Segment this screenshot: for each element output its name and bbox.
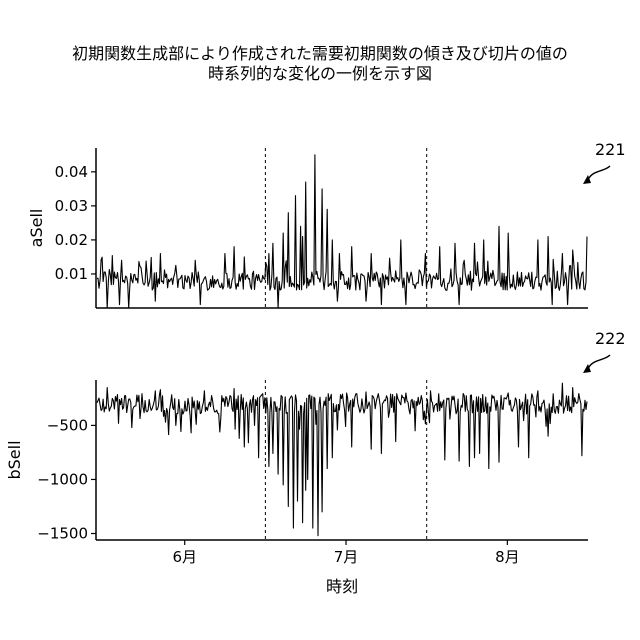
panel-asell: 0.01 0.02 0.03 0.04 aSell 221 bbox=[27, 140, 626, 308]
asell-y-axis-title: aSell bbox=[27, 209, 46, 248]
bsell-ytick-label: −1000 bbox=[37, 470, 88, 488]
asell-ytick-label: 0.02 bbox=[55, 231, 88, 249]
ref-arrow-222 bbox=[588, 355, 610, 369]
bsell-series-line bbox=[97, 383, 587, 536]
x-tick-label: 6月 bbox=[172, 548, 197, 566]
bsell-y-axis-title: bSell bbox=[5, 440, 24, 479]
ref-arrow-221 bbox=[588, 166, 610, 180]
bsell-ytick-label: −500 bbox=[47, 416, 88, 434]
x-tick-label: 7月 bbox=[334, 548, 359, 566]
asell-ytick-label: 0.03 bbox=[55, 197, 88, 215]
x-axis-title: 時刻 bbox=[326, 577, 358, 596]
ref-label-221: 221 bbox=[595, 140, 626, 159]
x-tick-label: 8月 bbox=[495, 548, 520, 566]
asell-ytick-label: 0.04 bbox=[55, 163, 88, 181]
ref-label-222: 222 bbox=[595, 329, 626, 348]
panel-bsell: −1500 −1000 −500 bSell 222 bbox=[5, 329, 626, 543]
asell-ytick-label: 0.01 bbox=[55, 265, 88, 283]
asell-series-line bbox=[97, 155, 587, 308]
bsell-ytick-label: −1500 bbox=[37, 525, 88, 543]
